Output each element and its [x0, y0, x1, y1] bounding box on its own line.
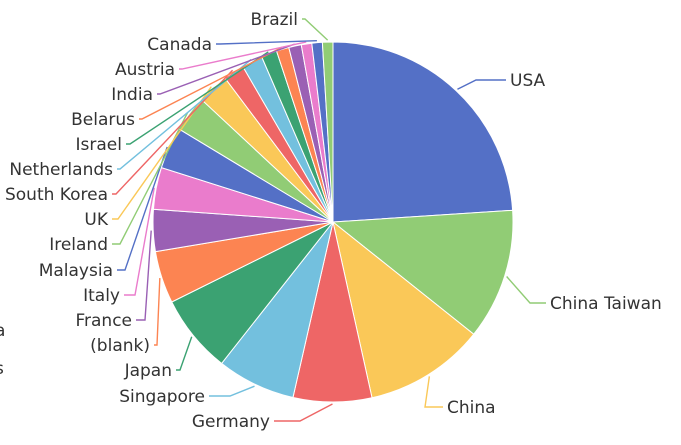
leader-line: [126, 51, 269, 145]
slice-label: Brazil: [251, 10, 298, 30]
slice-label: Italy: [83, 286, 120, 306]
leader-line: [112, 86, 212, 220]
pie-slice-brazil[interactable]: [321, 41, 334, 223]
leader-line: [124, 187, 155, 296]
leader-line: [302, 18, 329, 41]
leader-line: [209, 385, 255, 397]
legend-fragment-2: s: [0, 359, 4, 379]
slice-label: Austria: [115, 60, 175, 80]
slice-label: South Korea: [5, 185, 108, 205]
slice-label: China: [447, 398, 496, 418]
leader-line: [274, 403, 333, 422]
leader-line: [136, 230, 152, 321]
label-leader-lines: [112, 18, 546, 422]
pie-slice-usa[interactable]: [332, 41, 514, 223]
pie-slices: [152, 41, 514, 403]
slice-label: USA: [510, 71, 546, 91]
slice-label: Germany: [192, 412, 270, 432]
slice-label: (blank): [90, 336, 150, 356]
leader-line: [179, 41, 307, 70]
legend-fragment-1: a: [0, 321, 5, 341]
slice-label: Netherlands: [9, 160, 113, 180]
cropped-legend-fragments: a s: [0, 321, 5, 379]
slice-label: Canada: [147, 35, 212, 55]
slice-label: Japan: [124, 361, 172, 381]
leader-line: [457, 79, 506, 90]
leader-line: [139, 46, 283, 120]
pie-slice-china[interactable]: [332, 220, 475, 399]
leader-line: [176, 336, 193, 371]
slice-label: Israel: [76, 135, 122, 155]
slice-label: Ireland: [49, 235, 108, 255]
leader-line: [117, 58, 252, 170]
slice-label: Singapore: [119, 387, 205, 407]
slice-label: Belarus: [71, 110, 135, 130]
slice-labels: USA China Taiwan China Germany Singapore Japa…: [5, 10, 662, 432]
leader-line: [117, 146, 168, 271]
slice-label: China Taiwan: [550, 294, 662, 314]
slice-label: France: [75, 311, 132, 331]
slice-label: Malaysia: [39, 261, 113, 281]
leader-line: [112, 69, 234, 195]
leader-line: [506, 276, 546, 304]
slice-label: India: [111, 85, 153, 105]
leader-line: [154, 278, 161, 346]
slice-label: UK: [84, 210, 108, 230]
leader-line: [157, 43, 295, 95]
leader-line: [216, 40, 317, 45]
leader-line: [112, 112, 189, 245]
pie-slice-china-taiwan[interactable]: [331, 209, 514, 335]
leader-line: [424, 376, 443, 408]
